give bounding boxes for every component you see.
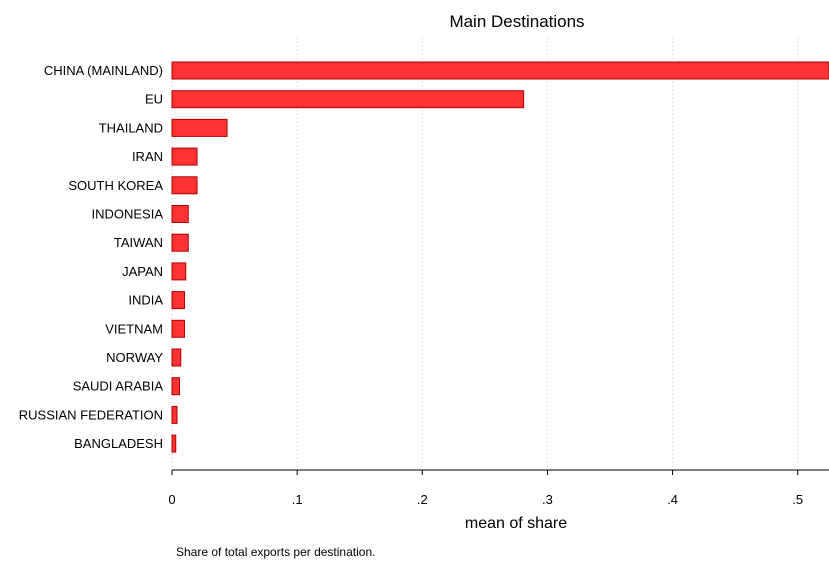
category-labels: CHINA (MAINLAND) EU THAILAND IRAN SOUTH KORE… [19, 63, 164, 451]
category-label-13: BANGLADESH [74, 436, 163, 451]
bar-7 [171, 262, 187, 281]
bar-0 [171, 61, 829, 80]
category-label-6: TAIWAN [114, 235, 163, 250]
category-label-10: NORWAY [106, 350, 163, 365]
category-label-5: INDONESIA [91, 207, 163, 222]
bar-13 [171, 434, 177, 453]
bar-3 [171, 147, 198, 166]
bar-4 [171, 176, 198, 195]
x-tick-label-0: 0 [168, 492, 175, 507]
bar-10 [171, 348, 182, 367]
bar-6 [171, 233, 189, 252]
category-label-3: IRAN [132, 149, 163, 164]
category-label-4: SOUTH KOREA [68, 178, 163, 193]
bar-12 [171, 405, 178, 424]
chart-note: Share of total exports per destination. [176, 545, 375, 559]
bar-8 [171, 291, 186, 310]
x-tick-label-5: .5 [792, 492, 803, 507]
x-ticks: 0 .1 .2 .3 .4 .5 [168, 470, 803, 507]
x-tick-label-4: .4 [667, 492, 678, 507]
category-label-0: CHINA (MAINLAND) [44, 63, 163, 78]
bar-9 [171, 319, 186, 338]
bar-2 [171, 118, 228, 137]
x-tick-label-1: .1 [292, 492, 303, 507]
x-tick-label-3: .3 [542, 492, 553, 507]
bar-11 [171, 377, 181, 396]
x-tick-label-2: .2 [417, 492, 428, 507]
category-label-12: RUSSIAN FEDERATION [19, 407, 163, 422]
chart-title: Main Destinations [449, 12, 584, 31]
category-label-9: VIETNAM [105, 321, 163, 336]
bars [171, 61, 829, 453]
bar-5 [171, 205, 189, 223]
category-label-7: JAPAN [122, 264, 163, 279]
x-axis-label: mean of share [465, 515, 567, 532]
bar-1 [171, 90, 525, 109]
category-label-8: INDIA [128, 293, 163, 308]
category-label-2: THAILAND [99, 120, 163, 135]
category-label-1: EU [145, 92, 163, 107]
category-label-11: SAUDI ARABIA [73, 379, 164, 394]
